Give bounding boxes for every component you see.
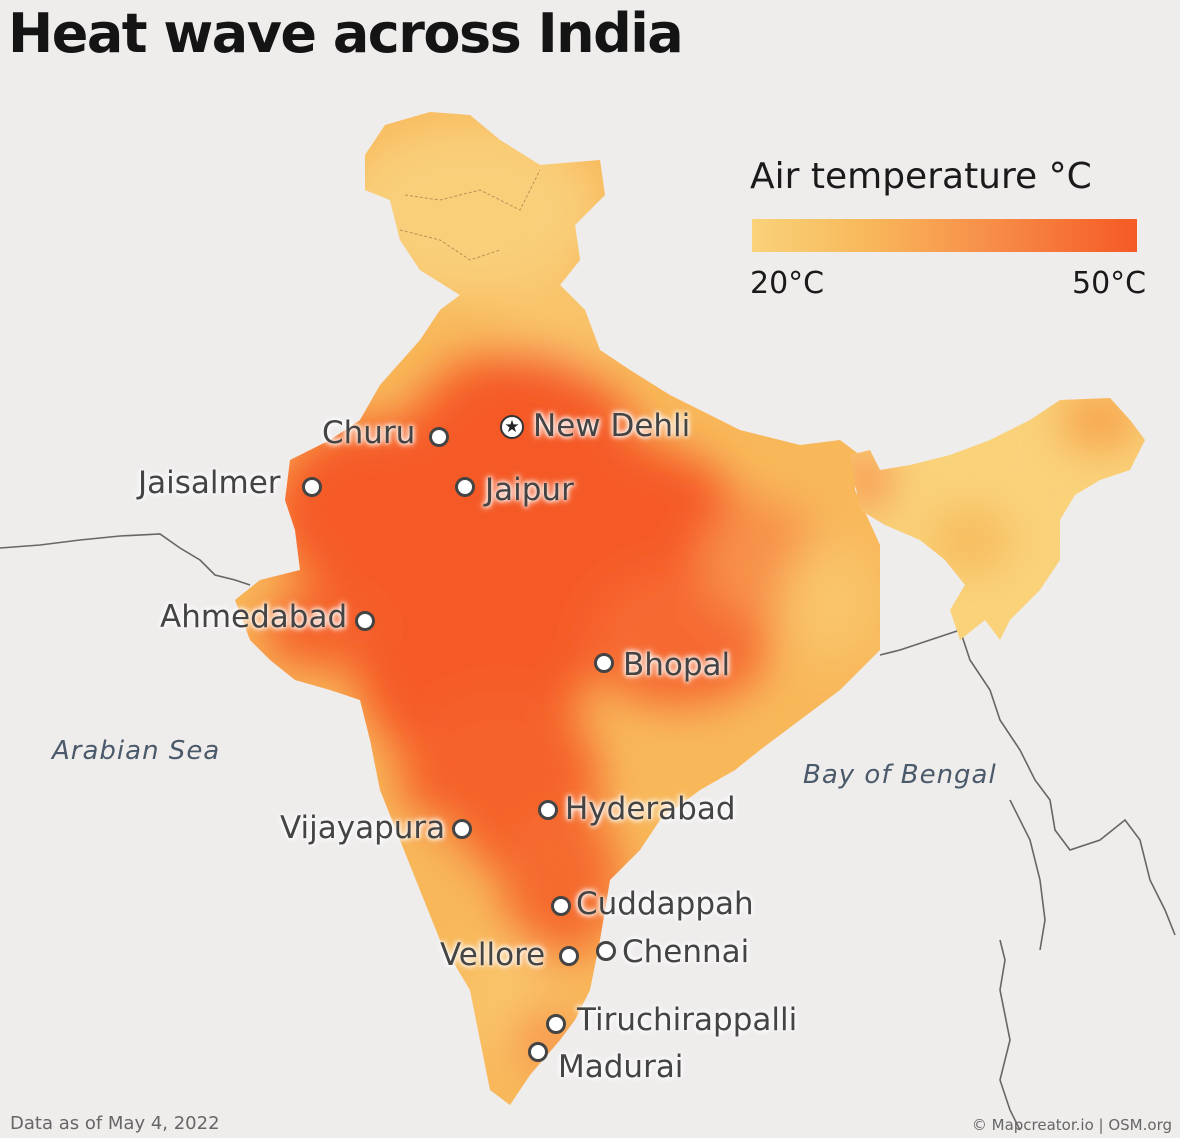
city-marker-icon: [596, 941, 616, 961]
legend-color-bar: [752, 219, 1137, 252]
legend-title: Air temperature °C: [750, 156, 1092, 197]
city-label-vellore: Vellore: [440, 937, 546, 973]
city-label-new-dehli: New Dehli: [533, 408, 691, 444]
city-label-bhopal: Bhopal: [623, 647, 731, 683]
capital-star-icon: ★: [500, 415, 524, 439]
city-marker-icon: [538, 800, 558, 820]
city-marker-icon: [429, 427, 449, 447]
city-marker-icon: [594, 653, 614, 673]
data-date-note: Data as of May 4, 2022: [10, 1113, 220, 1134]
city-label-jaisalmer: Jaisalmer: [138, 465, 281, 501]
city-label-chennai: Chennai: [622, 934, 750, 970]
arabian-sea-label: Arabian Sea: [52, 736, 221, 766]
city-label-cuddappah: Cuddappah: [576, 886, 754, 922]
page-title: Heat wave across India: [8, 2, 684, 65]
city-marker-icon: [452, 819, 472, 839]
city-marker-icon: [546, 1014, 566, 1034]
city-label-vijayapura: Vijayapura: [280, 810, 446, 846]
legend-min-label: 20°C: [750, 266, 825, 301]
city-marker-icon: [551, 896, 571, 916]
city-marker-icon: [455, 477, 475, 497]
city-marker-icon: [528, 1042, 548, 1062]
city-label-jaipur: Jaipur: [485, 472, 574, 508]
legend-max-label: 50°C: [1072, 266, 1147, 301]
city-label-hyderabad: Hyderabad: [565, 791, 736, 827]
city-marker-icon: [355, 611, 375, 631]
city-label-tiruchirappalli: Tiruchirappalli: [577, 1002, 798, 1038]
city-marker-icon: [559, 946, 579, 966]
map-credit: © Mapcreator.io | OSM.org: [971, 1116, 1172, 1134]
city-label-madurai: Madurai: [558, 1049, 684, 1085]
city-marker-icon: [302, 477, 322, 497]
bay-of-bengal-label: Bay of Bengal: [803, 760, 997, 790]
city-label-churu: Churu: [322, 415, 416, 451]
city-label-ahmedabad: Ahmedabad: [160, 599, 348, 635]
country-borders: [0, 533, 1176, 1131]
